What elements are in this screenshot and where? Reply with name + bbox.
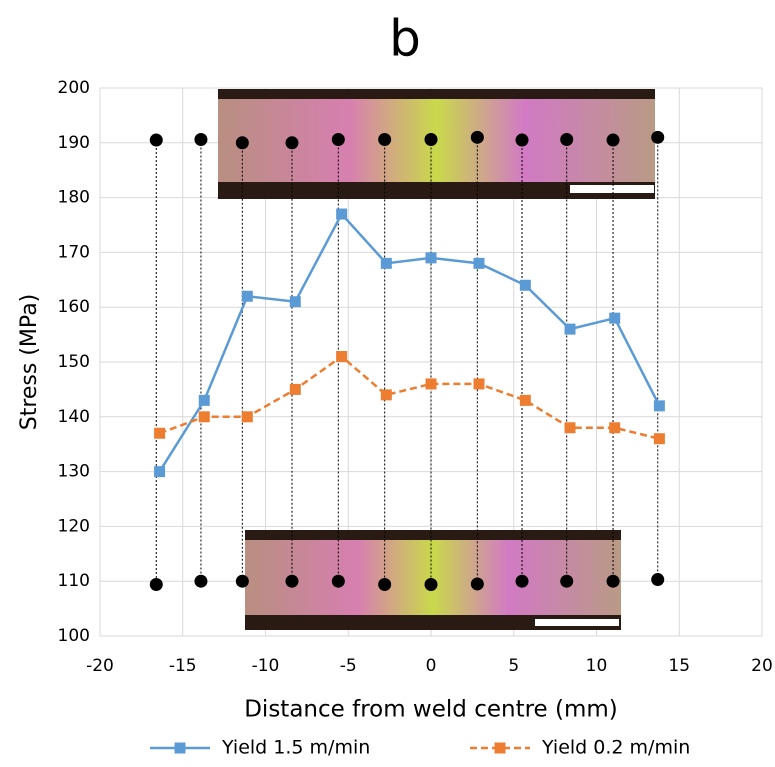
location-dot — [515, 574, 529, 588]
location-dot — [285, 136, 299, 150]
location-dot — [651, 573, 665, 587]
location-dot — [560, 574, 574, 588]
location-dot — [470, 577, 484, 591]
x-tick-label: 5 — [508, 656, 519, 676]
location-dot — [424, 133, 438, 147]
location-dot — [331, 133, 345, 147]
y-tick-label: 180 — [58, 188, 90, 208]
point — [473, 378, 485, 390]
location-dot — [194, 133, 208, 147]
location-dot — [331, 574, 345, 588]
location-dot — [651, 130, 665, 144]
series-line — [158, 211, 661, 473]
series-line — [159, 354, 660, 440]
location-dot — [606, 574, 620, 588]
y-axis-label: Stress (MPa) — [17, 294, 42, 431]
point — [241, 411, 253, 423]
point — [653, 433, 665, 445]
location-dot — [235, 574, 249, 588]
point — [198, 411, 210, 423]
point — [289, 296, 301, 308]
point — [564, 323, 576, 335]
legend: Yield 1.5 m/min Yield 0.2 m/min — [150, 737, 690, 759]
point — [198, 394, 210, 406]
legend-label: Yield 1.5 m/min — [221, 737, 370, 759]
point — [609, 312, 621, 324]
y-tick-label: 140 — [58, 407, 90, 427]
x-tick-label: -10 — [252, 656, 280, 676]
x-axis-label: Distance from weld centre (mm) — [244, 697, 618, 723]
y-tick-label: 100 — [58, 626, 90, 646]
point — [519, 394, 531, 406]
point — [564, 422, 576, 434]
point — [241, 290, 253, 302]
y-tick-label: 150 — [58, 352, 90, 372]
x-tick-label: -15 — [169, 656, 197, 676]
y-tick-label: 200 — [58, 78, 90, 98]
location-dot — [515, 133, 529, 147]
chart-title: b — [389, 10, 421, 68]
legend-marker — [494, 742, 506, 754]
point — [653, 400, 665, 412]
x-tick-label: -5 — [340, 656, 357, 676]
point — [336, 351, 348, 363]
point — [336, 208, 348, 220]
y-tick-label: 170 — [58, 242, 90, 262]
location-dot — [285, 574, 299, 588]
legend-label: Yield 0.2 m/min — [541, 737, 690, 759]
x-tick-label: 20 — [751, 656, 773, 676]
legend-marker — [174, 742, 186, 754]
point — [519, 279, 531, 291]
x-tick-label: -20 — [86, 656, 114, 676]
location-dot — [470, 130, 484, 144]
y-tick-label: 110 — [58, 571, 90, 591]
location-dot — [606, 133, 620, 147]
plot — [149, 130, 665, 591]
point — [425, 378, 437, 390]
location-dot — [149, 133, 163, 147]
location-dot — [194, 574, 208, 588]
location-dot — [149, 577, 163, 591]
point — [154, 427, 166, 439]
point — [473, 257, 485, 269]
x-tick-label: 10 — [586, 656, 608, 676]
point — [380, 389, 392, 401]
y-tick-label: 190 — [58, 133, 90, 153]
point — [380, 257, 392, 269]
location-dot — [235, 136, 249, 150]
location-dot — [378, 577, 392, 591]
micrograph-top — [218, 89, 655, 199]
point — [289, 383, 301, 395]
location-dot — [560, 133, 574, 147]
point — [609, 422, 621, 434]
point — [154, 466, 166, 478]
x-tick-label: 0 — [426, 656, 437, 676]
location-dot — [424, 577, 438, 591]
point — [425, 252, 437, 264]
y-tick-label: 160 — [58, 297, 90, 317]
y-tick-label: 120 — [58, 516, 90, 536]
location-dot — [378, 133, 392, 147]
x-tick-label: 15 — [668, 656, 690, 676]
y-tick-label: 130 — [58, 462, 90, 482]
